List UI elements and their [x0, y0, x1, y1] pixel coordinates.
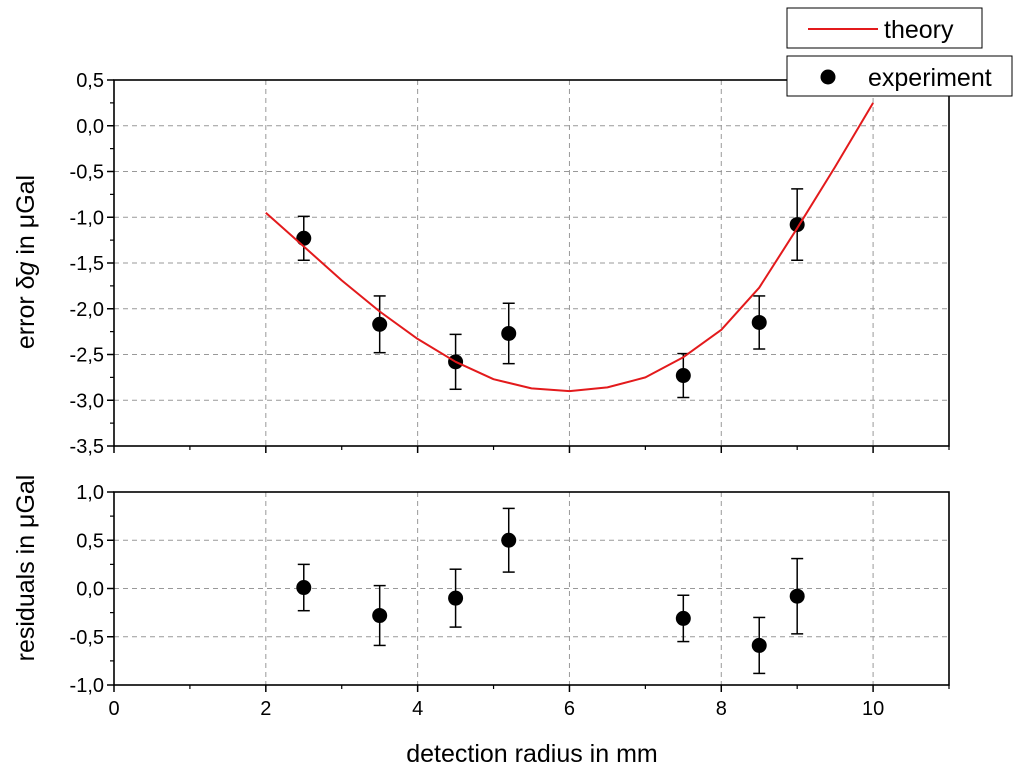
bottom-data-point	[751, 637, 767, 653]
x-axis-label: detection radius in mm	[406, 740, 658, 768]
top-series-line-theory	[265, 102, 874, 393]
top-ytick-label--2,5: -2,5	[70, 345, 104, 367]
bottom-data-point	[675, 610, 691, 626]
bottom-data-point	[789, 588, 805, 604]
bottom-y-axis-label: residuals in μGal	[12, 475, 40, 662]
bottom-data-point	[296, 580, 312, 596]
top-panel-data	[265, 102, 874, 399]
top-ytick-label--1,5: -1,5	[70, 253, 104, 275]
top-y-axis-label: error δg in μGal	[12, 175, 40, 349]
bottom-ytick-label-0,5: 0,5	[76, 530, 104, 552]
bottom-ytick-label-0,0: 0,0	[76, 579, 104, 601]
x-tick-label-2: 2	[260, 698, 271, 720]
bottom-panel-grid	[114, 492, 949, 685]
bottom-panel-axes: -1,0 -0,5 0,0 0,5 1,0 0 2 4 6 8 10	[70, 482, 950, 720]
legend-label-experiment: experiment	[868, 64, 992, 92]
top-ytick-label-0,0: 0,0	[76, 116, 104, 138]
top-ytick-label-0,5: 0,5	[76, 70, 104, 92]
top-data-point	[751, 314, 767, 330]
top-data-point	[501, 325, 517, 341]
legend-marker-experiment	[820, 69, 836, 85]
bottom-data-point	[448, 590, 464, 606]
x-tick-label-0: 0	[108, 698, 119, 720]
top-data-point	[675, 368, 691, 384]
x-tick-label-6: 6	[564, 698, 575, 720]
top-ytick-label--3,5: -3,5	[70, 436, 104, 458]
bottom-data-point	[372, 608, 388, 624]
bottom-ytick-label--1,0: -1,0	[70, 675, 104, 697]
top-ytick-label--2,0: -2,0	[70, 299, 104, 321]
top-data-point	[296, 230, 312, 246]
top-data-point	[372, 316, 388, 332]
bottom-ytick-label-1,0: 1,0	[76, 482, 104, 504]
bottom-panel-data	[296, 507, 805, 675]
x-tick-label-4: 4	[412, 698, 423, 720]
bottom-data-point	[501, 532, 517, 548]
top-ytick-label--1,0: -1,0	[70, 207, 104, 229]
legend: theory experiment	[786, 7, 1013, 97]
top-ytick-label--0,5: -0,5	[70, 162, 104, 184]
bottom-ytick-label--0,5: -0,5	[70, 627, 104, 649]
x-tick-label-8: 8	[716, 698, 727, 720]
top-ytick-label--3,0: -3,0	[70, 390, 104, 412]
x-tick-label-10: 10	[862, 698, 884, 720]
top-panel-grid	[114, 80, 949, 446]
top-panel-axes: -3,5 -3,0 -2,5 -2,0 -1,5 -1,0 -0,5 0,0 0,5	[70, 70, 950, 458]
legend-label-theory: theory	[884, 16, 954, 44]
